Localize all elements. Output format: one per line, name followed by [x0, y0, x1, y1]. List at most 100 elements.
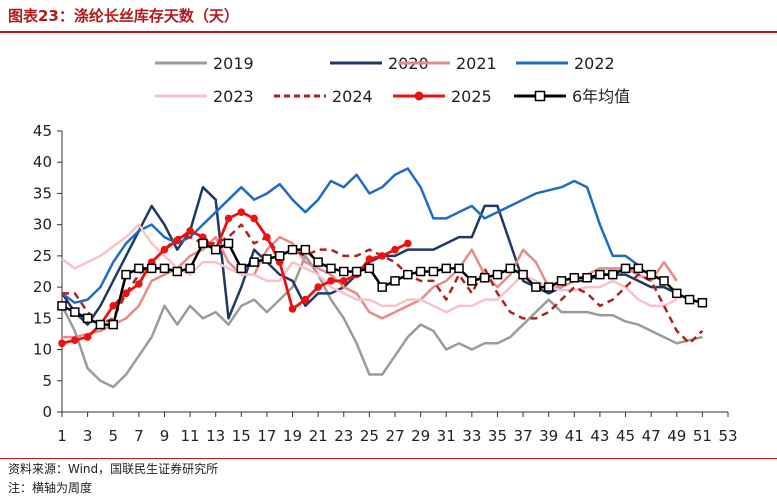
x-tick-label: 19 — [283, 427, 302, 445]
legend-item-2021: 2021 — [398, 54, 497, 73]
x-tick-label: 15 — [232, 427, 251, 445]
x-tick-label: 25 — [360, 427, 379, 445]
data-point — [595, 269, 605, 280]
data-point — [288, 305, 297, 313]
chart-title: 图表23：涤纶长丝库存天数（天） — [8, 7, 239, 25]
data-point — [173, 236, 182, 245]
data-point — [185, 263, 195, 274]
y-tick-label: 0 — [42, 403, 52, 421]
data-point — [314, 283, 322, 291]
data-point — [339, 277, 348, 285]
header-divider — [0, 31, 777, 33]
x-tick-label: 53 — [718, 427, 737, 445]
x-tick-label: 39 — [539, 427, 558, 445]
data-point — [404, 239, 412, 248]
x-tick-label: 11 — [181, 427, 200, 445]
x-axis: 1 3 5 7 9 11 13 15 17 19 21 23 25 27 29 31 33 35 37 39 41 43 4… — [57, 411, 738, 445]
data-point — [57, 301, 67, 311]
data-point — [684, 294, 695, 305]
data-point — [633, 263, 644, 274]
data-point — [365, 255, 374, 263]
y-tick-label: 25 — [33, 247, 52, 265]
x-tick-label: 47 — [642, 427, 661, 445]
data-point — [135, 280, 143, 288]
data-point — [274, 251, 285, 261]
data-point — [109, 302, 118, 310]
data-point — [543, 282, 554, 292]
data-point — [236, 263, 247, 274]
data-point — [479, 272, 490, 283]
data-point — [159, 263, 170, 274]
series-2023 — [61, 223, 678, 314]
data-point — [121, 269, 131, 280]
data-point — [83, 333, 92, 341]
legend-item-2022: 2022 — [516, 54, 615, 73]
data-point — [70, 307, 80, 317]
legend-item-2024: 2024 — [274, 87, 373, 106]
data-point — [620, 263, 631, 274]
data-point — [287, 244, 298, 255]
data-point — [415, 266, 426, 277]
data-point — [428, 266, 439, 277]
data-point — [467, 276, 477, 286]
x-tick-label: 3 — [83, 427, 93, 445]
data-point — [569, 272, 580, 283]
legend-label: 2019 — [213, 54, 254, 73]
legend-item-2023: 2023 — [155, 87, 254, 106]
data-point — [518, 269, 528, 280]
y-axis: 0 5 10 15 20 25 30 35 40 45 — [33, 122, 63, 421]
axis-note: 注：横轴为周度 — [8, 481, 93, 495]
data-point — [326, 263, 336, 274]
series-6年均值 — [57, 238, 708, 330]
data-point — [186, 227, 194, 235]
data-point — [339, 266, 349, 277]
data-point — [378, 252, 386, 260]
data-point — [556, 276, 567, 286]
data-point — [301, 295, 310, 304]
x-tick-label: 23 — [334, 427, 353, 445]
series-2022 — [61, 167, 640, 304]
data-point — [454, 263, 464, 274]
data-point — [300, 244, 311, 255]
x-tick-label: 21 — [309, 427, 328, 445]
data-point — [71, 336, 79, 344]
y-tick-label: 20 — [33, 278, 52, 296]
x-tick-label: 9 — [160, 427, 170, 445]
legend-label: 2024 — [332, 87, 373, 106]
x-tick-label: 5 — [108, 427, 118, 445]
y-tick-label: 45 — [33, 122, 52, 140]
legend-item-2019: 2019 — [155, 54, 254, 73]
data-point — [391, 245, 399, 254]
footer-divider — [0, 458, 777, 459]
data-point — [250, 214, 258, 223]
x-tick-label: 35 — [488, 427, 507, 445]
data-point — [198, 238, 208, 249]
data-point — [262, 254, 272, 264]
x-tick-label: 17 — [257, 427, 276, 445]
data-point — [122, 289, 130, 298]
data-point — [263, 233, 271, 241]
data-point — [607, 269, 618, 280]
data-point — [313, 257, 323, 267]
data-point — [327, 277, 335, 285]
legend-label: 2023 — [213, 87, 254, 106]
data-point — [531, 282, 541, 292]
data-point — [82, 313, 93, 324]
legend-label: 2021 — [456, 54, 497, 73]
x-tick-label: 1 — [57, 427, 67, 445]
data-point — [582, 272, 592, 283]
series-line-2022 — [61, 167, 640, 304]
y-tick-label: 10 — [33, 341, 52, 359]
data-point — [492, 269, 503, 280]
x-tick-label: 37 — [514, 427, 533, 445]
data-point — [403, 269, 413, 280]
legend-label: 2022 — [574, 54, 615, 73]
x-tick-label: 43 — [590, 427, 609, 445]
data-point — [146, 263, 157, 274]
x-tick-label: 49 — [667, 427, 686, 445]
legend-item-6年均值: 6年均值 — [514, 87, 630, 106]
legend-label: 6年均值 — [572, 87, 630, 106]
x-tick-label: 29 — [411, 427, 430, 445]
legend-label: 2025 — [451, 87, 492, 106]
